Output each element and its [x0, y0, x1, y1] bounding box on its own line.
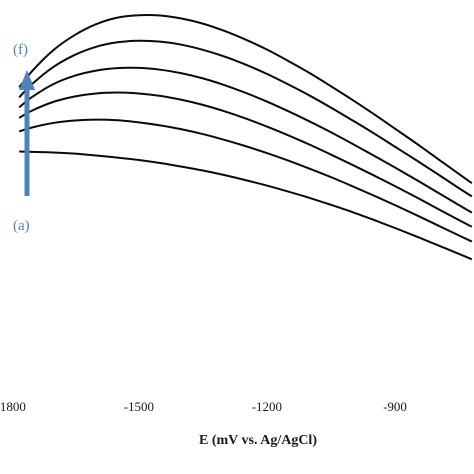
x-tick-label: -1200 — [252, 399, 282, 414]
x-tick-label: -1500 — [124, 399, 154, 414]
x-axis-title: E (mV vs. Ag/AgCl) — [199, 433, 317, 448]
series-line-5 — [18, 39, 473, 198]
x-axis-tick-labels: -1800 -1500 -1200 -900 — [0, 399, 407, 414]
annotation-f: (f) — [13, 42, 28, 58]
series-line-6 — [18, 13, 473, 184]
x-tick-label: -900 — [383, 399, 407, 414]
trend-arrow-head — [19, 70, 35, 90]
series-line-1 — [19, 150, 473, 261]
annotation-a: (a) — [13, 218, 30, 234]
curves-layer — [18, 13, 473, 261]
series-line-3 — [18, 91, 473, 228]
series-line-4 — [18, 66, 473, 214]
series-line-2 — [18, 118, 473, 243]
trend-arrow-layer: (f) (a) — [13, 42, 35, 234]
x-tick-label: -1800 — [0, 399, 26, 414]
